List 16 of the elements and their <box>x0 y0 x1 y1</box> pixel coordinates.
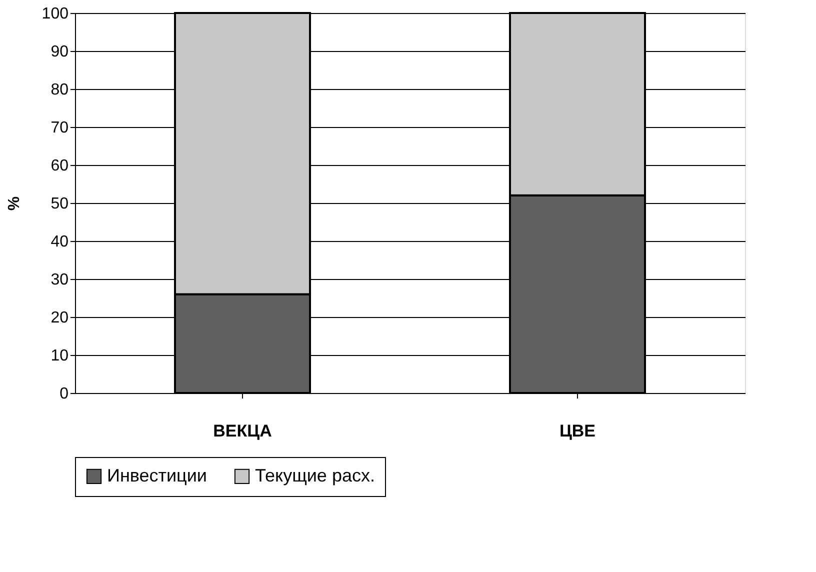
legend-label: Инвестиции <box>107 465 207 486</box>
y-tick-label: 50 <box>50 196 69 212</box>
y-tick-label: 40 <box>50 234 69 250</box>
y-tick-label: 80 <box>50 82 69 98</box>
legend-label: Текущие расх. <box>255 465 375 486</box>
y-tick-label: 10 <box>50 348 69 364</box>
y-axis-title: % <box>6 196 23 211</box>
y-tick-label: 0 <box>60 386 69 402</box>
y-tick-label: 20 <box>50 310 69 326</box>
x-tick-label: ЦВЕ <box>559 422 596 440</box>
x-tick-label: ВЕКЦА <box>213 422 272 440</box>
y-tick-label: 90 <box>50 44 69 60</box>
y-tick-label: 60 <box>50 158 69 174</box>
y-tick-label: 70 <box>50 120 69 136</box>
y-tick-label: 30 <box>50 272 69 288</box>
y-tick-label: 100 <box>42 6 69 22</box>
